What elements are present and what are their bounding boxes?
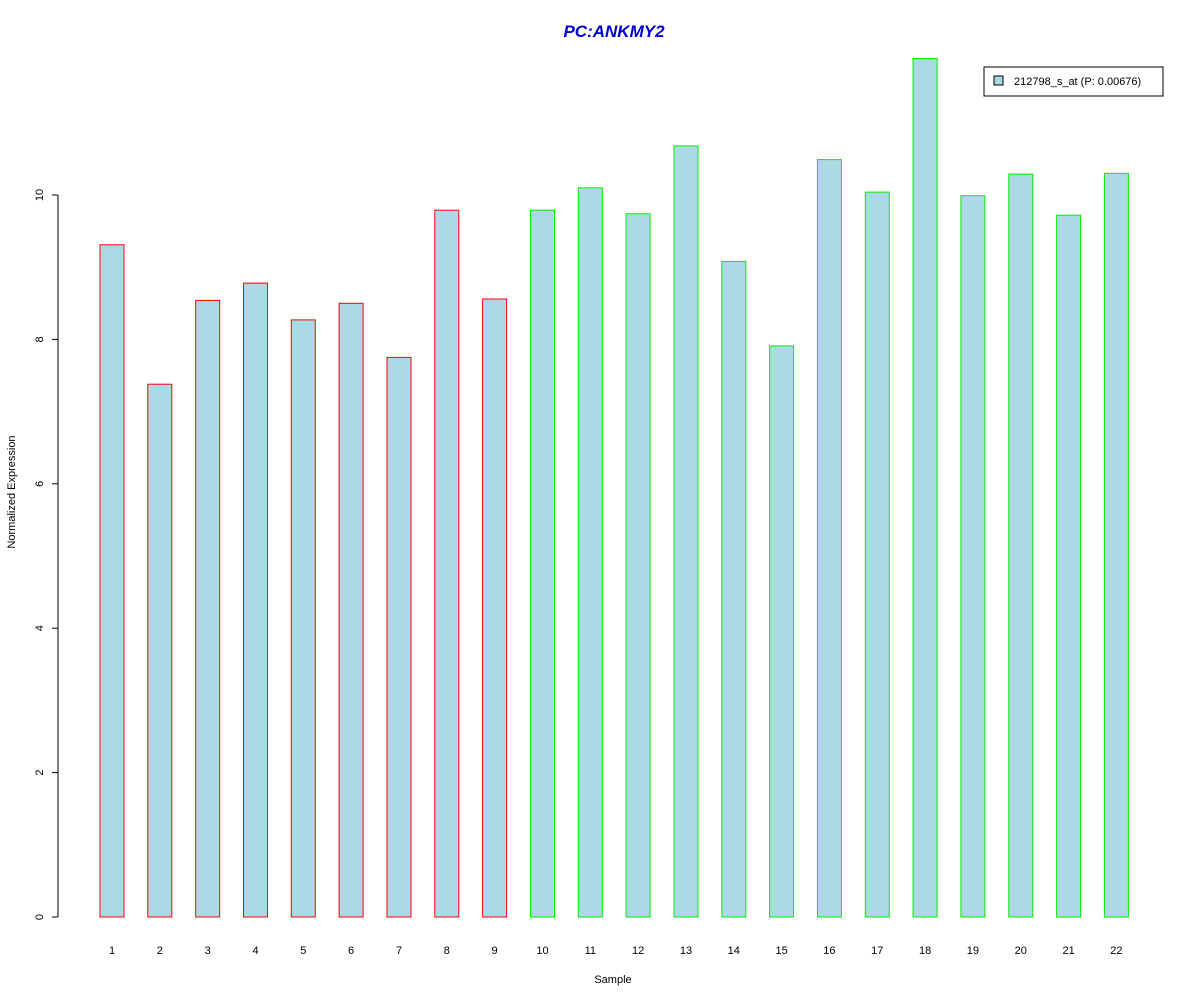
- bar-sample-14: [721, 260, 747, 918]
- bar-sample-17: [864, 191, 890, 918]
- bar-sample-5: [290, 319, 316, 918]
- x-tick-label: 18: [919, 945, 931, 957]
- y-tick-label: 4: [34, 625, 46, 631]
- y-axis: 0 2 4 6 8 10: [34, 189, 59, 920]
- bar-sample-9: [482, 298, 508, 918]
- bar-sample-10: [530, 209, 555, 918]
- legend-box: [983, 66, 1164, 97]
- x-tick-label: 17: [871, 945, 883, 957]
- bars-group: [99, 58, 1129, 918]
- x-tick-label: 6: [348, 945, 354, 957]
- bar-sample-16: [816, 159, 842, 918]
- x-tick-label: 14: [728, 945, 740, 957]
- y-tick-label: 2: [34, 770, 46, 776]
- y-tick-label: 6: [34, 481, 46, 487]
- bar-sample-20: [1008, 173, 1034, 918]
- x-tick-label: 11: [585, 945, 596, 957]
- chart-title: PC:ANKMY2: [563, 22, 665, 41]
- legend-label: 212798_s_at (P: 0.00676): [1014, 76, 1141, 88]
- x-axis-title: Sample: [594, 974, 631, 986]
- x-tick-label: 19: [967, 945, 979, 957]
- bar-sample-1: [99, 244, 125, 918]
- legend-swatch: [993, 75, 1004, 86]
- x-tick-label: 2: [157, 945, 163, 957]
- x-tick-label: 1: [109, 945, 115, 957]
- x-axis-labels: 1 2 3 4 5 6 7 8 9 10 11 12 13 14 15 16 17 18 19 20 21 22: [109, 945, 1123, 957]
- y-tick-label: 10: [34, 189, 46, 201]
- x-tick-label: 9: [492, 945, 498, 957]
- x-tick-label: 8: [444, 945, 450, 957]
- x-tick-label: 16: [823, 945, 835, 957]
- bar-sample-15: [769, 345, 795, 918]
- x-tick-label: 21: [1062, 945, 1074, 957]
- bar-sample-11: [577, 187, 603, 918]
- bar-sample-8: [434, 209, 460, 918]
- x-tick-label: 22: [1110, 945, 1122, 957]
- y-tick-label: 8: [34, 336, 46, 342]
- bar-sample-6: [338, 302, 364, 918]
- x-tick-label: 10: [536, 945, 548, 957]
- bar-sample-2: [147, 383, 173, 918]
- bar-sample-22: [1103, 172, 1129, 918]
- x-tick-label: 12: [632, 945, 644, 957]
- x-tick-label: 15: [775, 945, 787, 957]
- bar-sample-7: [386, 356, 412, 918]
- x-tick-label: 7: [396, 945, 402, 957]
- x-tick-label: 4: [252, 945, 258, 957]
- bar-sample-18: [912, 58, 938, 918]
- y-tick-label: 0: [34, 914, 46, 920]
- bar-sample-21: [1056, 214, 1082, 918]
- bar-sample-3: [195, 299, 221, 918]
- legend: 212798_s_at (P: 0.00676): [983, 66, 1164, 97]
- bar-sample-4: [243, 282, 268, 918]
- x-tick-label: 5: [300, 945, 306, 957]
- x-tick-label: 3: [205, 945, 211, 957]
- bar-sample-13: [673, 145, 699, 918]
- bar-sample-19: [960, 195, 986, 918]
- y-axis-title: Normalized Expression: [6, 435, 18, 548]
- x-tick-label: 20: [1015, 945, 1027, 957]
- x-tick-label: 13: [680, 945, 692, 957]
- bar-sample-12: [625, 213, 651, 918]
